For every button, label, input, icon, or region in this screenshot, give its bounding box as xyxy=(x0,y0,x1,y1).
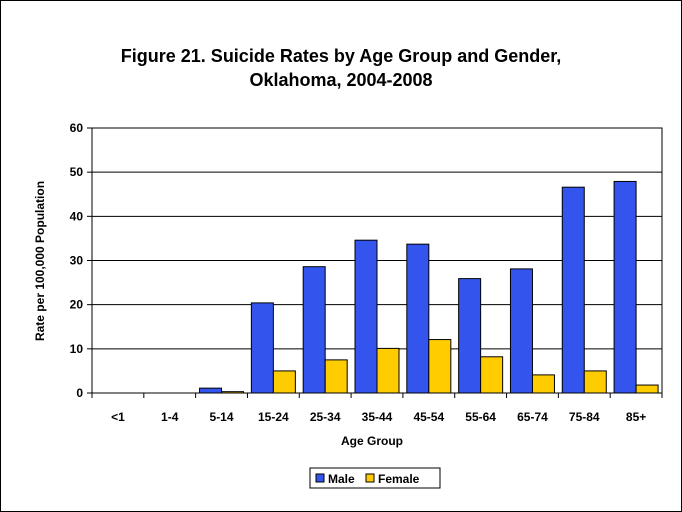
bar-male-25-34 xyxy=(302,266,326,394)
bar-male-35-44 xyxy=(354,239,378,394)
x-tick-label: 55-64 xyxy=(465,410,496,424)
x-tick-label: 75-84 xyxy=(569,410,600,424)
bar-female-75-84 xyxy=(583,370,607,394)
x-tick-label: 65-74 xyxy=(517,410,548,424)
x-tick-label: 5-14 xyxy=(210,410,234,424)
x-tick-label: 25-34 xyxy=(310,410,341,424)
x-tick-label: 85+ xyxy=(626,410,646,424)
bar-female-85+ xyxy=(635,384,659,394)
y-tick-label: 10 xyxy=(70,342,84,356)
x-tick-label: 1-4 xyxy=(161,410,179,424)
bar-male-15-24 xyxy=(250,302,274,394)
bar-female-55-64 xyxy=(480,356,504,394)
chart-title-line2: Oklahoma, 2004-2008 xyxy=(249,70,433,90)
legend-label-male: Male xyxy=(328,472,355,486)
legend-label-female: Female xyxy=(378,472,420,486)
bar-female-65-74 xyxy=(531,374,555,394)
bar-male-45-54 xyxy=(406,243,430,394)
x-tick-label: 15-24 xyxy=(258,410,289,424)
chart-title: Figure 21. Suicide Rates by Age Group an… xyxy=(0,44,682,92)
bar-male-5-14 xyxy=(199,387,223,394)
legend-swatch-female xyxy=(365,473,375,483)
chart-title-line1: Figure 21. Suicide Rates by Age Group an… xyxy=(120,46,562,66)
y-tick-label: 20 xyxy=(70,298,84,312)
x-tick-label: 45-54 xyxy=(413,410,444,424)
y-tick-label: 60 xyxy=(70,121,84,135)
bar-female-15-24 xyxy=(272,370,296,394)
x-tick-labels: <1 1-4 5-14 15-24 25-34 35-44 45-54 55-64 65-74 7… xyxy=(91,393,663,424)
legend-swatch-male xyxy=(315,473,325,483)
legend: Male Female xyxy=(309,467,441,489)
y-tick-label: 0 xyxy=(76,386,83,400)
y-tick-label: 40 xyxy=(70,209,84,223)
y-tick-labels: 0 10 20 30 40 50 60 xyxy=(70,121,92,400)
y-tick-label: 50 xyxy=(70,165,84,179)
y-axis-title: Rate per 100,000 Population xyxy=(33,181,47,341)
x-tick-label: <1 xyxy=(111,410,125,424)
bars xyxy=(199,180,659,394)
bar-female-35-44 xyxy=(376,347,400,394)
x-axis-title: Age Group xyxy=(341,434,403,448)
bar-female-25-34 xyxy=(324,359,348,394)
bar-female-45-54 xyxy=(428,339,452,394)
y-tick-label: 30 xyxy=(70,254,84,268)
bar-male-75-84 xyxy=(561,186,585,394)
bar-male-85+ xyxy=(613,180,637,394)
bar-male-65-74 xyxy=(509,268,533,394)
bar-male-55-64 xyxy=(458,278,482,394)
legend-box xyxy=(309,467,441,489)
x-tick-label: 35-44 xyxy=(362,410,393,424)
